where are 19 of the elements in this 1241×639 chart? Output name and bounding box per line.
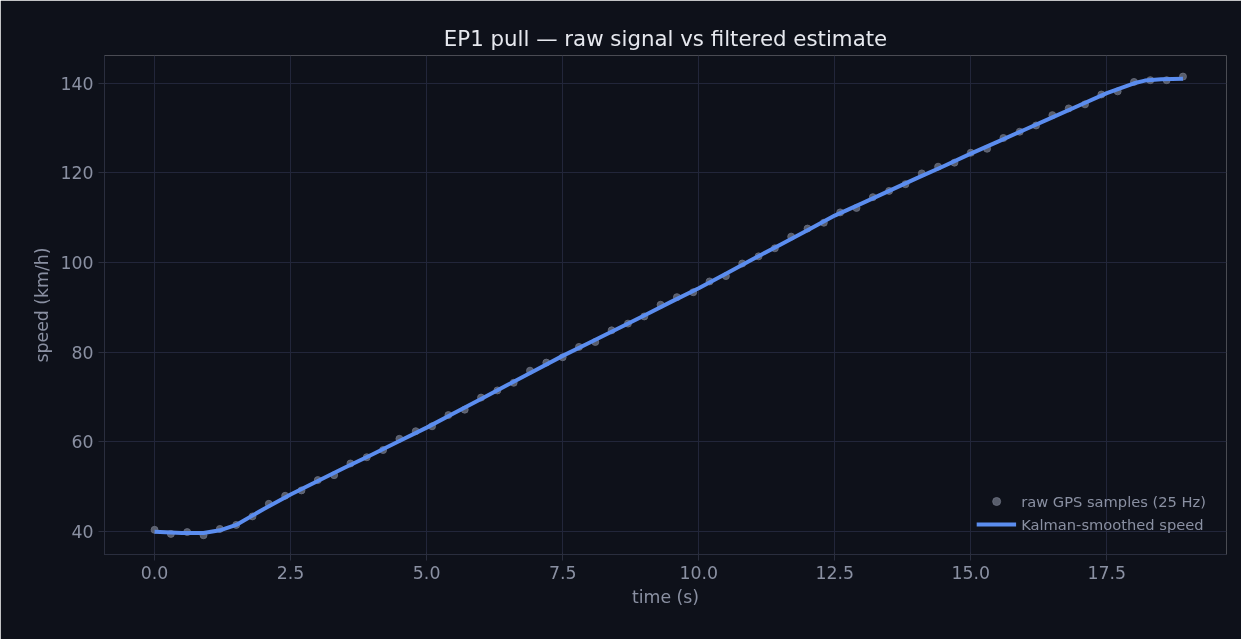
x-tick-label: 7.5 <box>548 562 577 583</box>
x-tick-label: 12.5 <box>815 562 855 583</box>
x-tick-label: 15.0 <box>951 562 991 583</box>
chart-title: EP1 pull — raw signal vs filtered estimate <box>443 25 888 51</box>
x-tick-label: 0.0 <box>140 562 169 583</box>
x-tick-label: 17.5 <box>1087 562 1127 583</box>
legend-label: Kalman-smoothed speed <box>1021 515 1204 533</box>
y-tick-label: 140 <box>60 73 94 94</box>
x-tick-label: 2.5 <box>276 562 305 583</box>
y-tick-label: 80 <box>71 342 94 363</box>
y-tick-label: 40 <box>71 522 94 543</box>
y-tick-label: 100 <box>60 253 94 274</box>
y-tick-label: 60 <box>71 432 94 453</box>
x-axis-title: time (s) <box>631 586 700 607</box>
x-tick-label: 5.0 <box>412 562 441 583</box>
x-tick-label: 10.0 <box>679 562 718 583</box>
y-axis-title: speed (km/h) <box>32 247 53 363</box>
legend-label: raw GPS samples (25 Hz) <box>1021 492 1206 510</box>
y-tick-label: 120 <box>60 163 94 184</box>
